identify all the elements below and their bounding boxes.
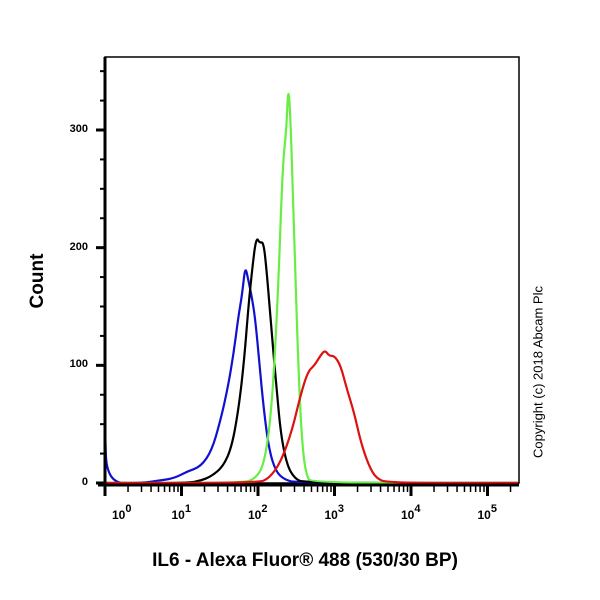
x-tick-label: 101 [171, 503, 191, 522]
x-tick-label: 102 [248, 503, 268, 522]
x-tick-label: 105 [477, 503, 497, 522]
x-axis-title: IL6 - Alexa Fluor® 488 (530/30 BP) [152, 550, 458, 571]
y-tick-label: 100 [69, 358, 88, 371]
copyright-notice: Copyright (c) 2018 Abcam Plc [530, 286, 546, 458]
y-tick-label: 200 [69, 240, 88, 253]
red-histogram-curve [104, 350, 518, 485]
y-axis-title: Count [27, 253, 48, 309]
x-tick-label: 103 [324, 503, 344, 522]
x-axis-ticks [103, 485, 512, 496]
y-tick-label: 0 [81, 476, 88, 488]
x-tick-label: 104 [401, 503, 421, 522]
x-tick-label: 100 [112, 503, 132, 522]
green-histogram-curve [104, 92, 518, 485]
plot-frame [104, 56, 520, 484]
y-tick-label: 300 [69, 123, 88, 135]
blue-histogram-curve [103, 269, 518, 485]
histogram-curves [103, 92, 518, 485]
